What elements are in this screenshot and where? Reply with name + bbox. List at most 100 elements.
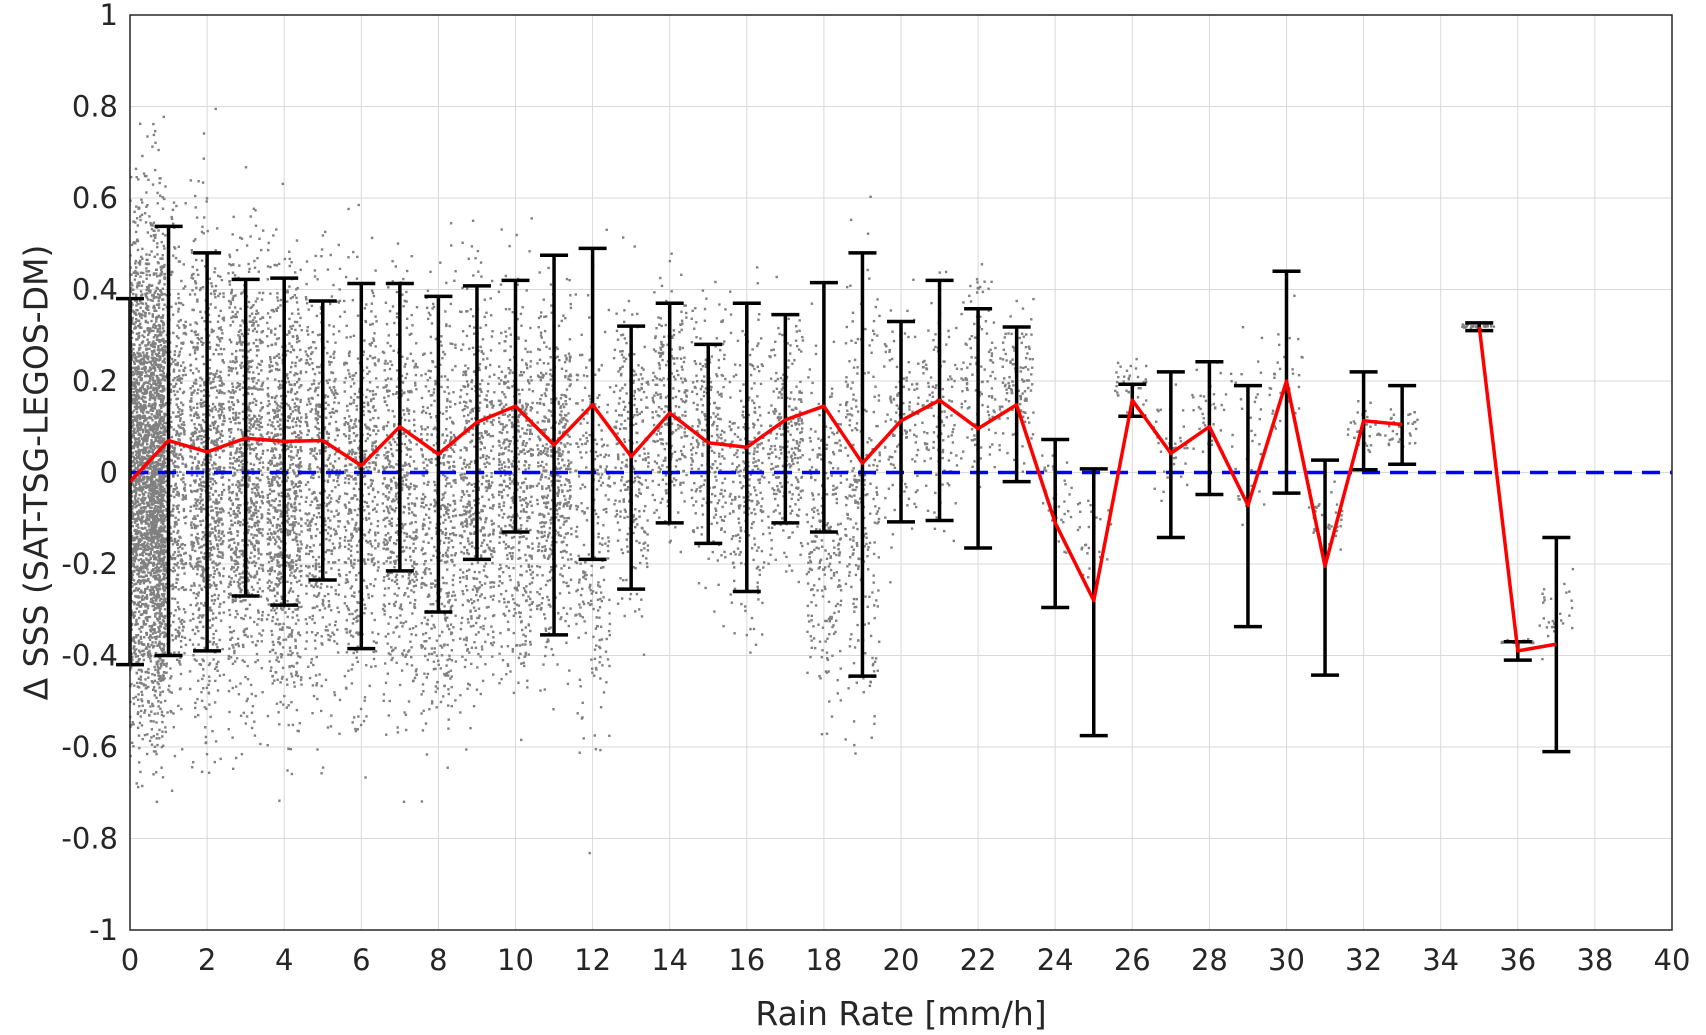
scatter-point [133,565,136,569]
scatter-point [135,634,138,637]
scatter-point [157,700,160,703]
scatter-point [177,432,180,436]
scatter-point [158,599,162,602]
scatter-point [157,606,160,610]
scatter-point [140,480,143,483]
scatter-point [155,394,158,397]
scatter-point [176,561,179,565]
scatter-point [162,466,165,469]
scatter-point [232,403,235,407]
scatter-point [195,504,199,507]
scatter-point [195,572,199,576]
scatter-point [148,366,152,369]
scatter-point [144,355,147,358]
scatter-point [199,499,203,502]
scatter-point [147,431,151,434]
scatter-point [141,458,144,462]
scatter-point [217,467,220,471]
scatter-point [156,578,160,581]
scatter-point [195,474,199,477]
scatter-point [147,289,151,292]
scatter-point [147,343,150,346]
scatter-point [144,622,148,626]
scatter-point [179,419,182,422]
scatter-point [140,342,144,345]
scatter-point [154,595,157,598]
scatter-point [141,450,144,453]
scatter-point [140,670,144,673]
scatter-point [165,634,168,637]
scatter-point [171,208,175,211]
scatter-point [136,319,139,322]
scatter-point [172,254,175,257]
scatter-point [201,677,204,681]
scatter-point [135,286,139,289]
scatter-point [208,414,211,417]
scatter-point [136,573,139,576]
scatter-point [135,618,138,621]
scatter-point [164,346,167,349]
scatter-point [197,594,200,597]
scatter-point [135,414,138,418]
scatter-point [139,635,143,639]
scatter-point [200,230,204,234]
scatter-point [131,585,134,588]
scatter-point [150,493,153,496]
scatter-point [163,414,166,418]
scatter-point [259,417,262,421]
scatter-point [131,639,134,642]
scatter-point [145,273,148,277]
scatter-point [136,633,140,637]
scatter-point [135,453,138,456]
scatter-point [221,542,224,545]
scatter-point [171,583,175,586]
scatter-point [156,334,160,337]
scatter-point [227,406,231,409]
scatter-point [188,293,192,296]
scatter-point [177,336,180,340]
scatter-point [214,629,218,632]
scatter-point [158,640,161,643]
scatter-point [254,561,258,565]
scatter-point [134,499,137,502]
scatter-point [146,338,149,341]
scatter-point [138,518,141,522]
scatter-point [219,309,222,313]
scatter-point [179,672,183,676]
scatter-point [183,423,186,427]
scatter-point [157,454,161,457]
scatter-point [149,654,153,658]
scatter-point [208,703,211,706]
scatter-point [154,141,157,144]
scatter-point [203,463,206,466]
scatter-point [252,322,255,325]
scatter-point [131,455,134,458]
scatter-point [139,487,142,490]
scatter-point [162,451,166,454]
scatter-point [143,404,147,407]
scatter-point [154,352,158,356]
scatter-point [220,497,223,501]
scatter-point [150,534,153,537]
scatter-point [202,668,205,671]
scatter-point [161,660,165,663]
scatter-point [139,417,142,421]
scatter-point [217,535,220,538]
scatter-point [262,229,265,232]
scatter-point [134,389,138,393]
scatter-point [143,733,147,737]
scatter-point [161,369,164,373]
scatter-point [254,209,257,212]
scatter-point [198,507,201,510]
scatter-point [135,382,138,385]
scatter-point [136,499,139,503]
scatter-point [159,551,163,554]
scatter-point [200,438,203,441]
scatter-point [182,566,186,569]
scatter-point [132,645,136,648]
scatter-point [219,581,223,585]
scatter-point [137,372,140,375]
scatter-point [208,372,211,376]
scatter-point [157,705,160,708]
scatter-point [205,753,209,756]
